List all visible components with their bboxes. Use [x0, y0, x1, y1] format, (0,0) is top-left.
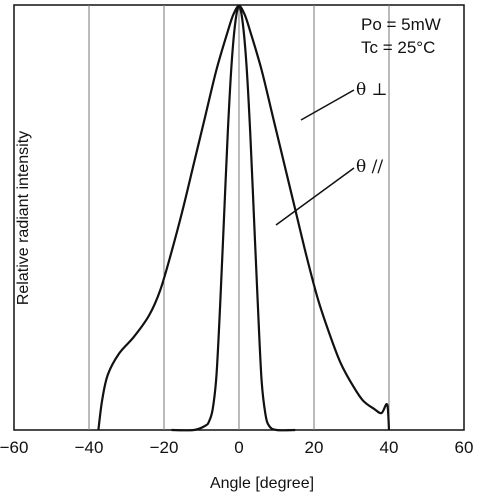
x-tick-label: −20 [150, 438, 179, 457]
x-tick-label: 40 [380, 438, 399, 457]
series-label-perpendicular: θ ⊥ [356, 80, 388, 100]
x-axis-label: Angle [degree] [210, 475, 314, 492]
y-axis-label: Relative radiant intensity [15, 131, 32, 305]
x-tick-label: 60 [455, 438, 474, 457]
leader-line-perpendicular [300, 89, 355, 121]
x-tick-label: 20 [305, 438, 324, 457]
series-layer [97, 4, 391, 432]
x-tick-label: 0 [234, 438, 243, 457]
x-tick-labels: −60 −40 −20 0 20 40 60 [0, 438, 473, 457]
series-theta-perpendicular [97, 4, 391, 431]
series-theta-parallel [171, 4, 296, 432]
x-tick-label: −40 [75, 438, 104, 457]
x-tick-label: −60 [0, 438, 28, 457]
series-label-parallel: θ // [356, 157, 383, 177]
annotation-power: Po = 5mW [361, 15, 441, 34]
annotation-temperature: Tc = 25°C [361, 38, 435, 57]
grid-lines [88, 5, 390, 430]
leader-line-parallel [275, 167, 355, 226]
